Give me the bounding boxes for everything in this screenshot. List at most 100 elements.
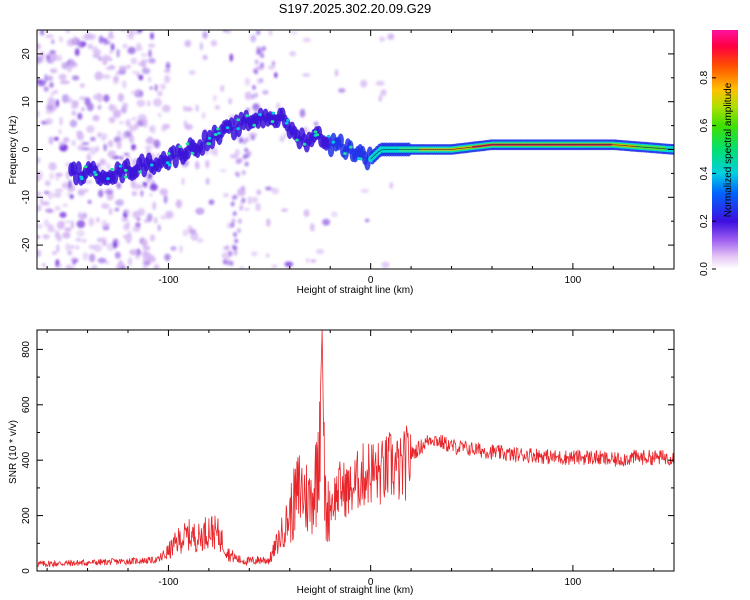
- noise-blob: [360, 79, 368, 88]
- noise-blob: [105, 260, 109, 265]
- y-tick-label: 20: [21, 48, 32, 60]
- ridge-spot: [271, 111, 276, 115]
- snr-ticks: -100 0 100 0 200 400 600 800: [21, 330, 674, 588]
- noise-blob: [157, 90, 163, 97]
- ridge-spot: [270, 120, 275, 124]
- noise-blob: [140, 60, 145, 68]
- noise-blob: [126, 209, 130, 217]
- noise-blob: [254, 69, 259, 75]
- noise-blob: [123, 152, 130, 156]
- noise-blob: [53, 136, 59, 141]
- snr-series-line: [37, 330, 674, 568]
- noise-blob: [157, 112, 162, 118]
- noise-blob: [145, 137, 155, 144]
- noise-blob: [122, 132, 127, 140]
- noise-blob: [67, 97, 73, 104]
- noise-blob: [233, 232, 237, 238]
- noise-blob: [105, 66, 113, 70]
- noise-blob: [56, 234, 62, 242]
- noise-blob: [59, 80, 69, 85]
- noise-blob: [225, 260, 230, 266]
- noise-blob: [230, 222, 235, 228]
- noise-blob: [141, 67, 151, 75]
- ridge-spot: [295, 138, 299, 142]
- noise-blob: [102, 57, 108, 66]
- noise-blob: [40, 30, 45, 36]
- noise-blob: [58, 141, 65, 147]
- noise-blob: [64, 227, 72, 232]
- noise-blob: [122, 102, 129, 109]
- noise-blob: [92, 46, 98, 54]
- noise-blob: [150, 32, 154, 40]
- colorbar-ticks: 0.0 0.2 0.4 0.6 0.8: [699, 70, 716, 276]
- noise-blob: [83, 188, 90, 193]
- ridge-spot: [150, 163, 154, 167]
- noise-blob: [81, 41, 87, 47]
- noise-blob: [58, 73, 67, 81]
- noise-blob: [279, 135, 285, 143]
- noise-blob: [118, 65, 127, 71]
- noise-blob: [118, 259, 123, 266]
- noise-blob: [69, 119, 78, 128]
- noise-blob: [220, 169, 227, 173]
- noise-blob: [378, 95, 382, 102]
- noise-blob: [84, 97, 91, 106]
- noise-blob: [130, 57, 138, 65]
- colorbar-tick-label: 0.8: [699, 70, 710, 84]
- snr-y-axis-label: SNR (10 * v/v): [8, 420, 19, 484]
- noise-blob: [389, 182, 394, 189]
- noise-blob: [184, 40, 192, 48]
- noise-blob: [167, 210, 175, 219]
- noise-blob: [109, 103, 113, 111]
- noise-blob: [147, 76, 152, 83]
- noise-blob: [268, 30, 273, 36]
- noise-blob: [37, 43, 42, 50]
- noise-blob: [148, 172, 153, 180]
- y-tick-label: 600: [21, 396, 32, 413]
- noise-blob: [114, 207, 120, 212]
- noise-blob: [205, 159, 210, 169]
- noise-blob: [42, 263, 46, 267]
- noise-blob: [116, 48, 120, 58]
- colorbar-tick-label: 0.2: [699, 214, 710, 228]
- noise-blob: [55, 99, 59, 108]
- noise-blob: [45, 34, 54, 39]
- noise-blob: [144, 145, 153, 149]
- noise-blob: [63, 220, 72, 224]
- noise-blob: [37, 223, 43, 229]
- ridge-spot: [258, 113, 262, 116]
- noise-blob: [247, 150, 252, 156]
- noise-blob: [58, 128, 62, 135]
- noise-blob: [81, 107, 85, 112]
- noise-blob: [65, 243, 70, 251]
- noise-blob: [56, 220, 65, 230]
- noise-blob: [259, 78, 264, 84]
- noise-blob: [360, 188, 370, 193]
- noise-blob: [131, 117, 137, 121]
- noise-blob: [75, 245, 80, 250]
- noise-blob: [86, 153, 91, 162]
- ridge-blob: [327, 143, 335, 158]
- noise-blob: [153, 139, 161, 149]
- ridge-spot: [302, 142, 307, 146]
- noise-blob: [262, 90, 269, 95]
- noise-blob: [58, 36, 64, 43]
- snr-plot-area: [37, 330, 674, 571]
- noise-blob: [195, 104, 199, 113]
- noise-blob: [197, 238, 204, 243]
- noise-blob: [182, 229, 189, 237]
- noise-blob: [313, 121, 319, 126]
- noise-blob: [164, 253, 171, 261]
- noise-blob: [71, 100, 79, 107]
- ridge-spot: [326, 134, 331, 138]
- noise-blob: [56, 54, 63, 62]
- noise-blob: [97, 104, 102, 110]
- noise-blob: [37, 249, 42, 258]
- y-tick-label: 10: [21, 96, 32, 108]
- noise-blob: [47, 75, 54, 82]
- ridge-spot: [284, 121, 289, 125]
- noise-blob: [49, 68, 58, 74]
- noise-blob: [163, 194, 168, 204]
- noise-blob: [39, 50, 45, 60]
